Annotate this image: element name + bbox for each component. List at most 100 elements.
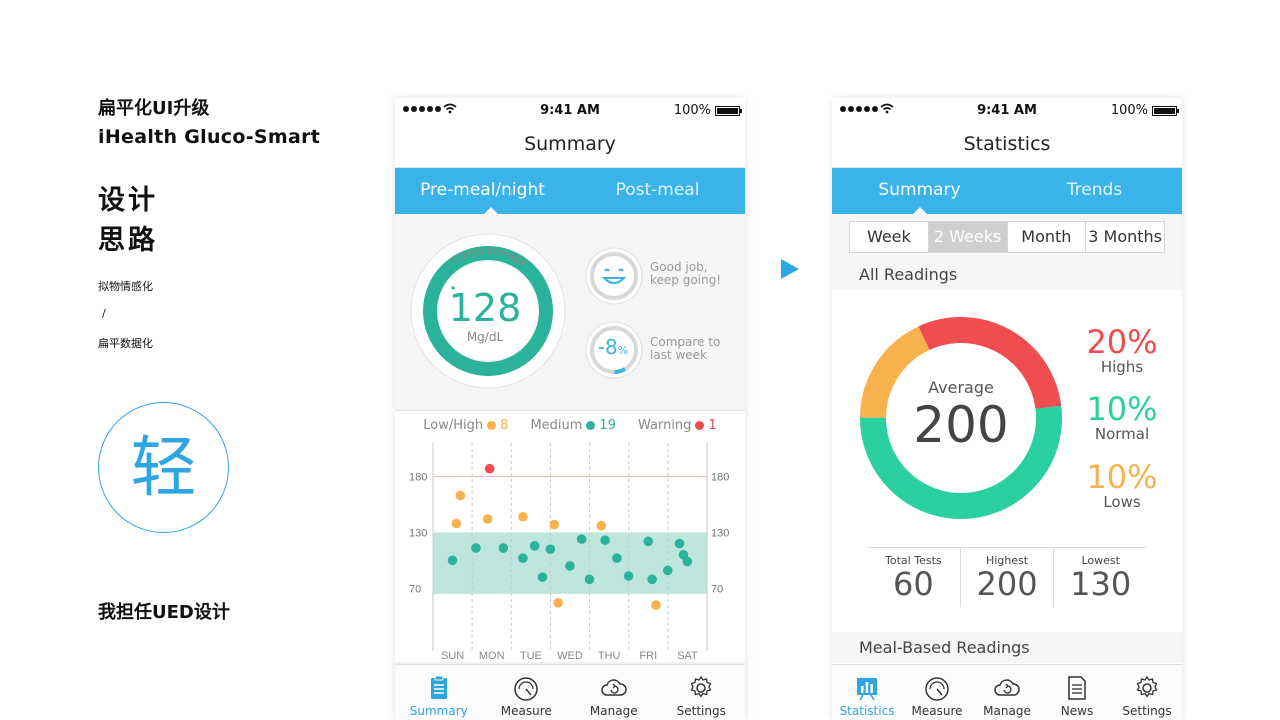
reading-point-medium bbox=[647, 574, 657, 585]
reading-point-low-high bbox=[451, 518, 462, 529]
keyword-text: 轻 bbox=[130, 428, 197, 506]
highs-percent: 20% bbox=[1086, 323, 1158, 361]
lows-label: Lows bbox=[1103, 493, 1141, 511]
reading-point-medium bbox=[565, 561, 575, 571]
bottom-tab-measure[interactable]: Measure bbox=[902, 665, 972, 720]
stat-total-tests-value: 60 bbox=[892, 565, 934, 603]
all-readings-heading: All Readings bbox=[832, 259, 1182, 290]
readings-overview: Average 200 20% Highs 10% Normal 10% Low… bbox=[832, 290, 1182, 632]
bottom-tab-manage-label: Manage bbox=[589, 704, 638, 718]
stat-highest: Highest 200 bbox=[961, 548, 1055, 607]
phone-summary-screen: 9:41 AM 100% Summary Pre-meal/night Post… bbox=[395, 98, 745, 720]
wifi-icon bbox=[443, 103, 457, 114]
bottom-tab-bar: Summary Measure Manage Settings bbox=[395, 664, 745, 720]
average-gauge: 7 Days average bbox=[410, 233, 566, 389]
legend-warning-label: Warning bbox=[637, 417, 692, 433]
bottom-tab-measure[interactable]: Measure bbox=[483, 665, 571, 720]
legend-low-high-dot bbox=[487, 420, 497, 430]
y-tick-label-left: 180 bbox=[409, 472, 427, 484]
smiley-face-icon bbox=[585, 247, 643, 305]
y-tick-label-right: 70 bbox=[711, 583, 723, 595]
design-heading: 设计 bbox=[98, 185, 158, 216]
reading-point-low-high bbox=[518, 511, 528, 522]
signal-dots-icon bbox=[403, 106, 441, 112]
x-tick-label: SAT bbox=[677, 650, 698, 662]
legend-warning: Warning 1 bbox=[638, 418, 717, 433]
reading-point-low-high bbox=[596, 520, 607, 531]
legend-low-high-label: Low/High bbox=[423, 417, 484, 433]
bottom-tab-summary[interactable]: Summary bbox=[395, 665, 483, 720]
bottom-tab-statistics[interactable]: Statistics bbox=[832, 665, 902, 720]
legend-medium-label: Medium bbox=[530, 417, 583, 433]
cloud-sync-icon bbox=[601, 679, 627, 696]
status-bar: 9:41 AM 100% bbox=[395, 98, 745, 124]
bottom-tab-settings-label: Settings bbox=[676, 704, 726, 718]
bottom-tab-manage[interactable]: Manage bbox=[972, 665, 1042, 720]
compare-line-1: Compare to bbox=[650, 335, 721, 349]
tab-trends[interactable]: Trends bbox=[1066, 180, 1123, 200]
clipboard-icon bbox=[430, 675, 447, 699]
average-value: 200 bbox=[913, 396, 1009, 454]
segment-3-months[interactable]: 3 Months bbox=[1088, 227, 1162, 246]
reading-point-warning bbox=[484, 463, 495, 474]
reading-point-medium bbox=[447, 555, 458, 566]
meal-based-readings-heading: Meal-Based Readings bbox=[832, 632, 1182, 663]
reading-point-medium bbox=[529, 541, 540, 551]
bottom-tab-news[interactable]: News bbox=[1042, 665, 1112, 720]
bottom-tab-statistics-label: Statistics bbox=[839, 704, 895, 718]
segment-month[interactable]: Month bbox=[1008, 222, 1087, 252]
legend-low-high-count: 8 bbox=[500, 417, 509, 433]
scatter-plot: 180 180 130 130 70 70 SUN MON TUE WED THU FRI SAT bbox=[395, 443, 745, 664]
legend-warning-dot bbox=[695, 420, 705, 430]
intro-block: 扁平化UI升级 iHealth Gluco-Smart 设计 思路 拟物情感化 … bbox=[98, 96, 358, 350]
status-time: 9:41 AM bbox=[977, 103, 1037, 118]
stat-lowest-value: 130 bbox=[1070, 565, 1132, 603]
gear-icon bbox=[1136, 675, 1158, 698]
page-title: Statistics bbox=[832, 124, 1182, 168]
bottom-tab-manage-label: Manage bbox=[983, 704, 1031, 718]
normal-percent: 10% bbox=[1086, 390, 1158, 428]
reading-point-medium bbox=[674, 538, 685, 549]
gauge-icon bbox=[925, 677, 949, 701]
stat-highest-value: 200 bbox=[976, 565, 1038, 603]
lows-stat: 10% Lows bbox=[1082, 460, 1162, 510]
idea-heading: 思路 bbox=[98, 225, 158, 256]
bottom-tab-news-label: News bbox=[1060, 704, 1094, 718]
page-title: Summary bbox=[395, 124, 745, 168]
reading-point-low-high bbox=[482, 514, 493, 524]
x-tick-label: FRI bbox=[639, 650, 657, 662]
cloud-sync-icon bbox=[994, 679, 1020, 696]
active-tab-indicator bbox=[483, 207, 499, 215]
y-tick-label-right: 130 bbox=[711, 527, 729, 539]
role-text: 我担任UED设计 bbox=[98, 602, 230, 623]
stat-total-tests: Total Tests 60 bbox=[867, 548, 961, 607]
gauge-unit: Mg/dL bbox=[466, 330, 504, 344]
summary-stats-row: Total Tests 60 Highest 200 Lowest 130 bbox=[867, 547, 1147, 607]
document-icon bbox=[1068, 676, 1086, 700]
segment-2-weeks[interactable]: 2 Weeks bbox=[928, 222, 1008, 252]
bottom-tab-manage[interactable]: Manage bbox=[570, 665, 658, 720]
bottom-tab-settings[interactable]: Settings bbox=[1112, 665, 1182, 720]
battery-icon bbox=[715, 106, 742, 116]
compare-text: Compare to last week bbox=[650, 336, 740, 362]
x-tick-label: TUE bbox=[520, 650, 542, 662]
reading-point-medium bbox=[600, 535, 610, 546]
legend-medium-dot bbox=[586, 420, 596, 430]
project-title-en: iHealth Gluco-Smart bbox=[98, 126, 321, 148]
gauge-value: 128 bbox=[448, 286, 522, 330]
normal-label: Normal bbox=[1094, 425, 1150, 443]
encouragement-text: Good job, keep going! bbox=[650, 261, 740, 287]
reading-point-medium bbox=[612, 553, 622, 563]
weekly-change-number: -8 bbox=[597, 335, 618, 359]
bottom-tab-measure-label: Measure bbox=[911, 704, 963, 718]
weekly-change-ring bbox=[585, 321, 643, 379]
period-segmented-control: Week 2 Weeks Month 3 Months bbox=[849, 221, 1165, 253]
tab-post-meal[interactable]: Post-meal bbox=[615, 180, 700, 200]
bottom-tab-settings[interactable]: Settings bbox=[658, 665, 746, 720]
tab-pre-meal[interactable]: Pre-meal/night bbox=[420, 180, 545, 200]
stat-total-tests-label: Total Tests bbox=[885, 554, 942, 567]
legend-low-high: Low/High 8 bbox=[423, 418, 508, 433]
tab-summary[interactable]: Summary bbox=[878, 180, 961, 200]
segment-week[interactable]: Week bbox=[850, 222, 929, 252]
reading-point-medium bbox=[623, 571, 634, 581]
